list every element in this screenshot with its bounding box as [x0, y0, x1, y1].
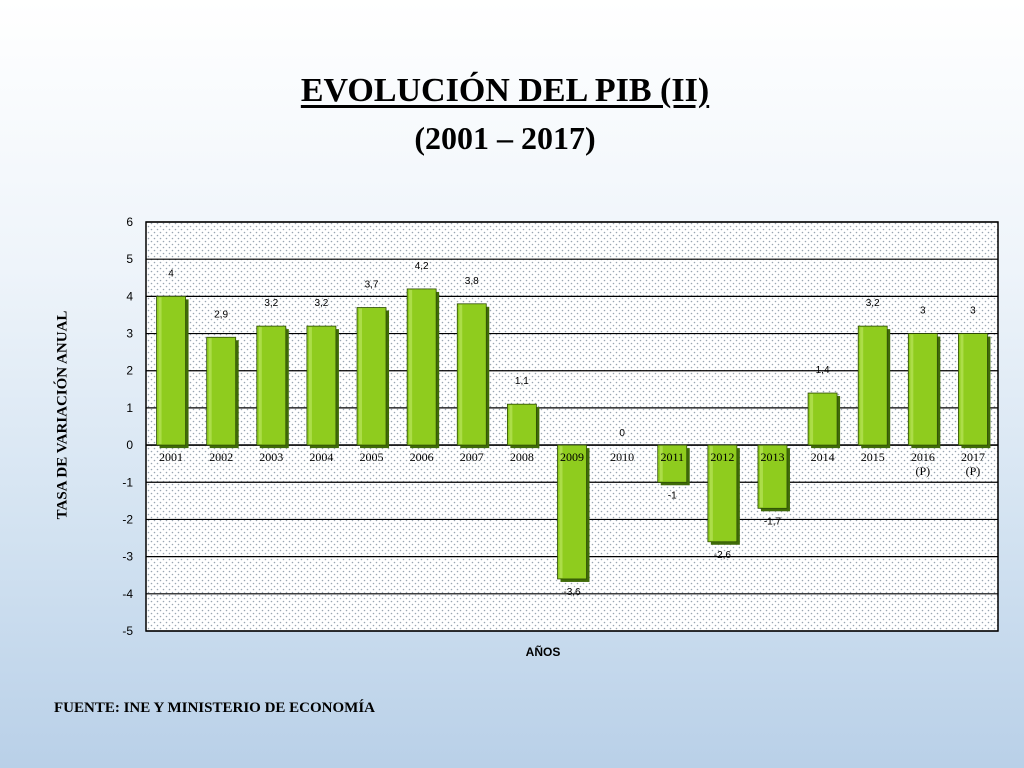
- bar: [757, 444, 790, 512]
- y-tick-label: 2: [126, 364, 133, 378]
- data-label: 3: [920, 306, 926, 317]
- bar-highlight: [459, 304, 463, 445]
- y-tick-label: -3: [122, 550, 133, 564]
- y-tick-label: -4: [122, 587, 133, 601]
- bar: [406, 288, 440, 449]
- bar: [857, 325, 891, 449]
- data-label: 3,7: [365, 280, 379, 291]
- x-tick-label: 2003: [259, 450, 283, 464]
- x-tick-label: 2016: [911, 450, 935, 464]
- data-label: 1,1: [515, 376, 529, 387]
- x-tick-label: 2013: [760, 450, 784, 464]
- bar: [657, 444, 690, 486]
- y-tick-label: 3: [126, 327, 133, 341]
- bar: [907, 333, 941, 449]
- data-label: 3: [970, 306, 976, 317]
- x-tick-label: 2010: [610, 450, 634, 464]
- x-tick-label: 2011: [660, 450, 684, 464]
- bar-highlight: [810, 394, 814, 445]
- page-subtitle: (2001 – 2017): [414, 120, 596, 156]
- data-label: 4,2: [415, 261, 429, 272]
- x-tick-label: 2008: [510, 450, 534, 464]
- data-label: 2,9: [214, 309, 228, 320]
- bar-highlight: [509, 405, 513, 445]
- x-tick-label: 2001: [159, 450, 183, 464]
- data-label: -1: [668, 490, 677, 501]
- data-label: 3,2: [866, 298, 880, 309]
- y-tick-label: 6: [126, 215, 133, 229]
- x-tick-label: 2009: [560, 450, 584, 464]
- y-tick-label: 5: [126, 252, 133, 266]
- bar-highlight: [308, 327, 312, 445]
- data-label: 0: [619, 428, 625, 439]
- bar-highlight: [709, 446, 713, 541]
- data-label: -3,6: [563, 587, 581, 598]
- bar: [807, 392, 841, 449]
- bar: [506, 403, 540, 449]
- y-tick-label: -1: [122, 475, 133, 489]
- bar: [958, 333, 991, 449]
- x-tick-label: 2006: [410, 450, 434, 464]
- bar: [557, 444, 590, 582]
- data-label: 3,2: [264, 298, 278, 309]
- x-tick-label: (P): [966, 464, 981, 478]
- x-axis-label: AÑOS: [525, 645, 561, 659]
- bar-highlight: [659, 446, 663, 482]
- data-label: 1,4: [816, 365, 830, 376]
- bar: [306, 325, 339, 449]
- data-label: 3,2: [314, 298, 328, 309]
- bar-highlight: [258, 327, 262, 445]
- data-label: 3,8: [465, 276, 479, 287]
- page-title: EVOLUCIÓN DEL PIB (II): [300, 72, 710, 109]
- bar-highlight: [359, 308, 363, 445]
- y-tick-label: 1: [126, 401, 133, 415]
- data-label: -2,6: [714, 550, 732, 561]
- bar-highlight: [910, 334, 914, 445]
- x-tick-label: 2017: [961, 450, 985, 464]
- bar-highlight: [759, 446, 763, 508]
- data-label: 4: [168, 268, 174, 279]
- bar-highlight: [208, 338, 212, 445]
- bar: [256, 325, 289, 449]
- bar: [206, 336, 239, 449]
- bar-highlight: [559, 446, 563, 578]
- x-tick-label: 2012: [710, 450, 734, 464]
- source-note: FUENTE: INE Y MINISTERIO DE ECONOMÍA: [54, 700, 376, 716]
- x-tick-label: 2015: [861, 450, 885, 464]
- bar: [456, 303, 490, 449]
- y-tick-label: 4: [126, 289, 133, 303]
- data-label: -1,7: [764, 516, 782, 527]
- y-axis-label-text: TASA DE VARIACIÓN ANUAL: [54, 310, 71, 520]
- bar: [707, 444, 740, 545]
- y-tick-label: 0: [126, 438, 133, 452]
- bar-highlight: [960, 334, 964, 445]
- y-tick-label: -5: [122, 624, 133, 638]
- x-tick-label: 2014: [811, 450, 835, 464]
- x-tick-label: 2002: [209, 450, 233, 464]
- bar-highlight: [409, 289, 413, 445]
- bar: [356, 307, 390, 449]
- bar: [156, 295, 189, 449]
- x-tick-label: 2007: [460, 450, 484, 464]
- y-tick-label: -2: [122, 512, 133, 526]
- x-tick-label: 2004: [309, 450, 333, 464]
- x-tick-label: 2005: [360, 450, 384, 464]
- x-tick-label: (P): [915, 464, 930, 478]
- bar-highlight: [860, 327, 864, 445]
- bar-highlight: [158, 297, 162, 445]
